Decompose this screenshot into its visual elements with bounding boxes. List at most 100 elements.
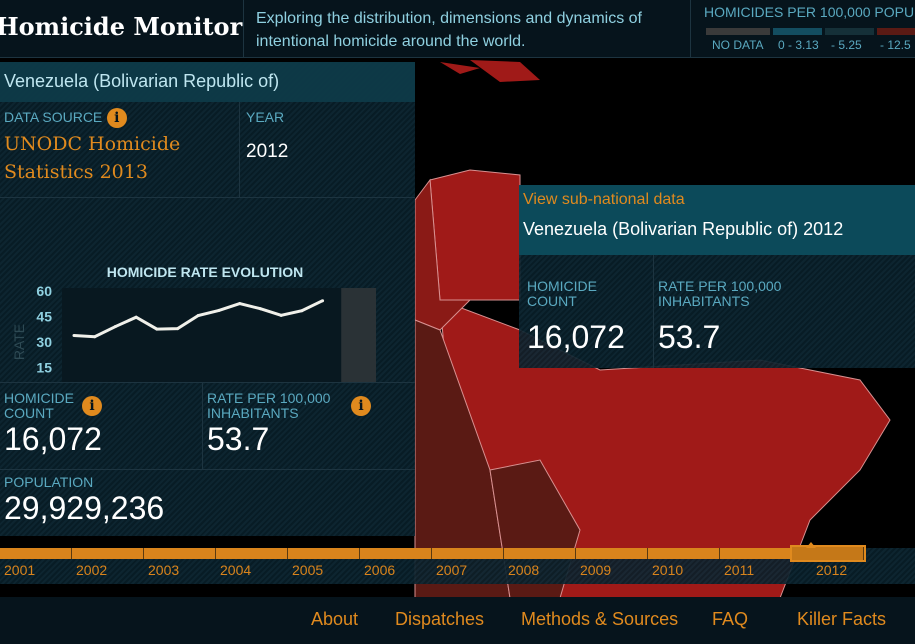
tooltip-count: 16,072 bbox=[527, 319, 625, 355]
legend-label: NO DATA bbox=[712, 38, 764, 52]
year-value: 2012 bbox=[246, 141, 289, 162]
divider bbox=[690, 0, 691, 58]
tooltip-rate-label: RATE PER 100,000 INHABITANTS bbox=[658, 278, 782, 309]
timeline-year-2001[interactable] bbox=[0, 548, 72, 559]
timeline-year-label[interactable]: 2002 bbox=[76, 562, 108, 578]
rate-point bbox=[217, 308, 221, 312]
info-icon[interactable]: i bbox=[106, 108, 127, 128]
timeline-year-label[interactable]: 2003 bbox=[148, 562, 180, 578]
timeline-year-label[interactable]: 2001 bbox=[4, 562, 36, 578]
legend-swatch-nodata bbox=[706, 28, 770, 35]
count-label: HOMICIDE COUNT bbox=[4, 390, 74, 421]
y-tick-label: 30 bbox=[36, 334, 52, 350]
rate-point bbox=[279, 313, 283, 317]
data-source-cell: DATA SOURCE i UNODC Homicide Statistics … bbox=[0, 102, 240, 198]
sub-national-link[interactable]: View sub-national data bbox=[523, 191, 685, 208]
rate-point bbox=[196, 314, 200, 317]
rate-legend: HOMICIDES PER 100,000 POPULATION NO DATA… bbox=[704, 4, 915, 58]
timeline-year-2008[interactable] bbox=[504, 548, 576, 559]
timeline-year-2011[interactable] bbox=[720, 548, 792, 559]
year-timeline[interactable]: 2001 2002 2003 2004 2005 2006 2007 2008 2009 2010… bbox=[0, 542, 915, 584]
legend-label: - 5.25 bbox=[831, 38, 862, 52]
legend-swatch-1 bbox=[773, 28, 822, 35]
rate-point bbox=[72, 334, 76, 338]
timeline-year-label[interactable]: 2006 bbox=[364, 562, 396, 578]
nav-faq[interactable]: FAQ bbox=[712, 609, 749, 629]
map-country-venezuela[interactable] bbox=[429, 169, 521, 301]
rate-label: RATE PER 100,000 INHABITANTS bbox=[207, 390, 331, 421]
rate-point bbox=[258, 307, 262, 311]
timeline-year-label[interactable]: 2009 bbox=[580, 562, 612, 578]
timeline-year-2010[interactable] bbox=[648, 548, 720, 559]
legend-label: - 12.5 bbox=[880, 38, 911, 52]
data-source-label: DATA SOURCE bbox=[4, 109, 103, 126]
rate-evolution-chart: HOMICIDE RATE EVOLUTION01530456000020406… bbox=[11, 264, 376, 382]
chart-title: HOMICIDE RATE EVOLUTION bbox=[107, 264, 304, 280]
timeline-year-2012[interactable] bbox=[790, 545, 866, 562]
rate-point bbox=[321, 299, 325, 303]
nav-methods-sources[interactable]: Methods & Sources bbox=[521, 609, 679, 629]
year-label: YEAR bbox=[246, 109, 285, 125]
country-name: Venezuela (Bolivarian Republic of) bbox=[0, 62, 415, 102]
rate-point bbox=[300, 309, 304, 313]
legend-label: 0 - 3.13 bbox=[778, 38, 819, 52]
y-tick-label: 15 bbox=[36, 360, 52, 376]
y-tick-label: 45 bbox=[36, 309, 52, 325]
legend-swatch-2 bbox=[825, 28, 874, 35]
timeline-year-label[interactable]: 2004 bbox=[220, 562, 252, 578]
timeline-year-label[interactable]: 2012 bbox=[816, 562, 848, 578]
selected-year-marker bbox=[806, 542, 816, 548]
legend-title: HOMICIDES PER 100,000 POPULATION bbox=[704, 4, 915, 20]
timeline-year-2007[interactable] bbox=[432, 548, 504, 559]
legend-swatch-3 bbox=[877, 28, 915, 35]
y-tick-label: 60 bbox=[36, 283, 52, 299]
timeline-year-label[interactable]: 2011 bbox=[724, 562, 755, 578]
homicide-count-cell: HOMICIDE COUNT i 16,072 bbox=[0, 382, 203, 470]
nav-about[interactable]: About bbox=[311, 609, 359, 629]
timeline-year-label[interactable]: 2008 bbox=[508, 562, 540, 578]
timeline-year-2003[interactable] bbox=[144, 548, 216, 559]
timeline-year-2002[interactable] bbox=[72, 548, 144, 559]
rate-point bbox=[238, 302, 242, 306]
rate-point bbox=[134, 315, 138, 319]
rate-point bbox=[93, 335, 97, 339]
nav-dispatches[interactable]: Dispatches bbox=[395, 609, 485, 629]
timeline-year-2004[interactable] bbox=[216, 548, 288, 559]
rate-point bbox=[176, 327, 180, 331]
data-source[interactable]: UNODC Homicide Statistics 2013 bbox=[4, 133, 181, 183]
map-caribbean[interactable] bbox=[440, 60, 540, 82]
tooltip-count-cell: HOMICIDE COUNT 16,072 bbox=[519, 255, 654, 368]
timeline-year-2005[interactable] bbox=[288, 548, 360, 559]
rate-value: 53.7 bbox=[207, 421, 270, 457]
population-value: 29,929,236 bbox=[4, 490, 165, 526]
rate-point bbox=[155, 327, 159, 331]
population-label: POPULATION bbox=[4, 474, 94, 490]
tooltip-title: Venezuela (Bolivarian Republic of) 2012 bbox=[523, 219, 844, 239]
year-cell: YEAR 2012 bbox=[240, 102, 415, 198]
header: Homicide Monitor Exploring the distribut… bbox=[0, 0, 915, 58]
footer-nav: About Dispatches Methods & Sources FAQ K… bbox=[0, 597, 915, 644]
info-icon[interactable]: i bbox=[82, 396, 102, 416]
tooltip-rate: 53.7 bbox=[658, 319, 721, 355]
info-icon[interactable]: i bbox=[351, 396, 371, 416]
population-cell: POPULATION 29,929,236 bbox=[0, 470, 415, 536]
country-tooltip: View sub-national data Venezuela (Boliva… bbox=[519, 185, 915, 368]
timeline-year-label[interactable]: 2007 bbox=[436, 562, 468, 578]
tagline: Exploring the distribution, dimensions a… bbox=[256, 10, 642, 50]
nav-killer-facts[interactable]: Killer Facts bbox=[797, 609, 887, 629]
divider bbox=[243, 0, 244, 58]
rate-point bbox=[113, 325, 117, 329]
app-title[interactable]: Homicide Monitor bbox=[0, 12, 243, 41]
timeline-year-label[interactable]: 2005 bbox=[292, 562, 324, 578]
plot-area bbox=[62, 288, 376, 382]
country-panel: Venezuela (Bolivarian Republic of) DATA … bbox=[0, 62, 415, 536]
timeline-year-2006[interactable] bbox=[360, 548, 432, 559]
no-data-region bbox=[341, 288, 376, 382]
count-value: 16,072 bbox=[4, 421, 102, 457]
timeline-year-2009[interactable] bbox=[576, 548, 648, 559]
timeline-year-label[interactable]: 2010 bbox=[652, 562, 684, 578]
tooltip-rate-cell: RATE PER 100,000 INHABITANTS 53.7 bbox=[654, 255, 915, 368]
tooltip-count-label: HOMICIDE COUNT bbox=[527, 278, 597, 309]
rate-cell: RATE PER 100,000 INHABITANTS i 53.7 bbox=[203, 382, 415, 470]
y-axis-label: RATE bbox=[11, 324, 27, 360]
